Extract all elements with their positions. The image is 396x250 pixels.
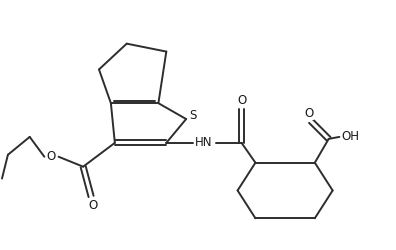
Text: O: O (88, 199, 98, 212)
Text: O: O (304, 106, 314, 120)
Text: O: O (237, 94, 246, 107)
Text: OH: OH (341, 130, 360, 143)
Text: O: O (47, 150, 56, 163)
Text: HN: HN (195, 136, 213, 149)
Text: S: S (190, 109, 197, 122)
